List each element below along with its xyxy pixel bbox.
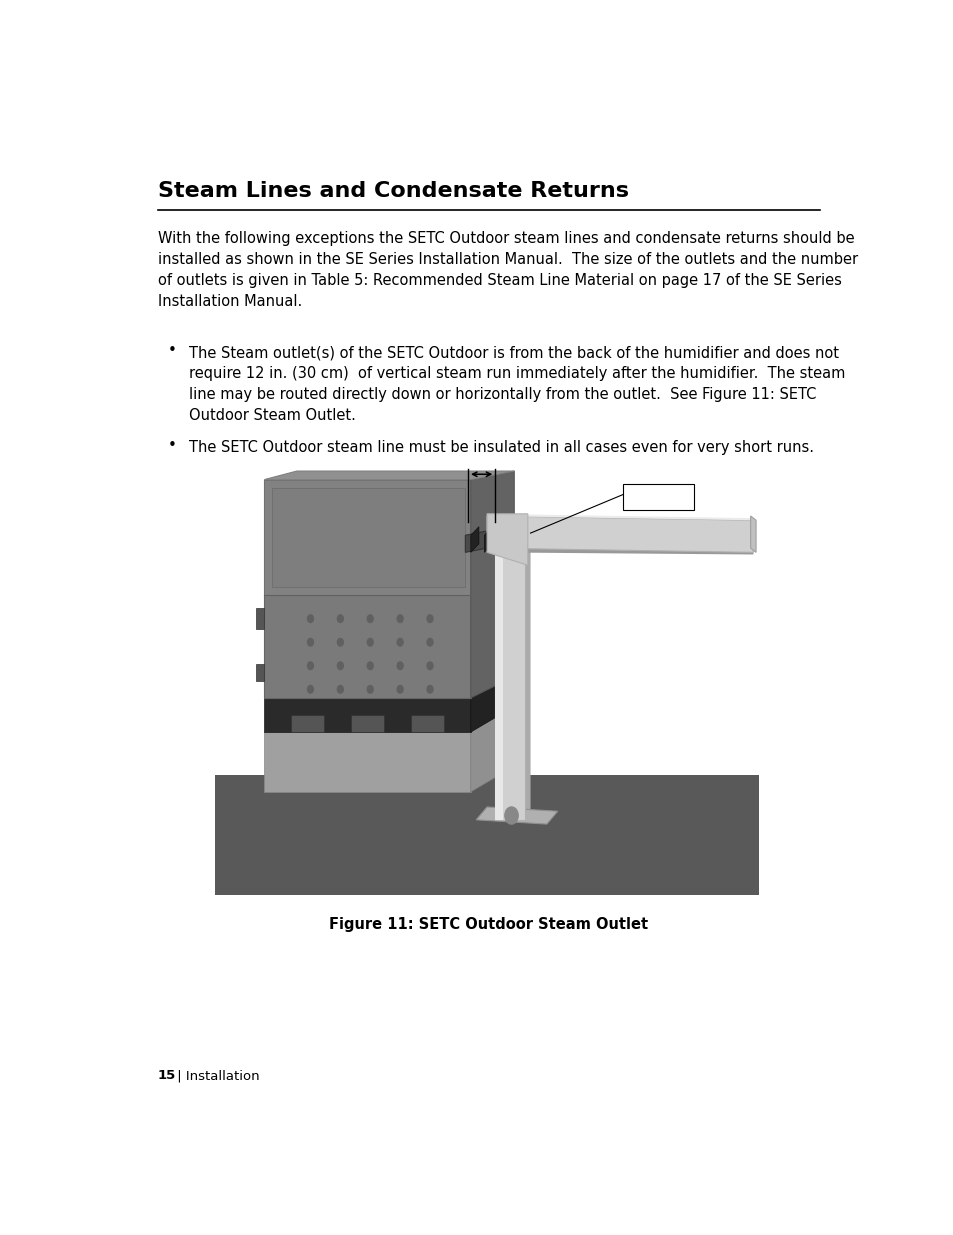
Text: The Steam outlet(s) of the SETC Outdoor is from the back of the humidifier and d: The Steam outlet(s) of the SETC Outdoor … xyxy=(190,345,845,424)
Polygon shape xyxy=(470,471,514,698)
Circle shape xyxy=(427,615,433,622)
Text: 15: 15 xyxy=(157,1070,175,1082)
Polygon shape xyxy=(470,677,514,732)
Circle shape xyxy=(367,662,373,669)
Polygon shape xyxy=(470,698,514,792)
Text: With the following exceptions the SETC Outdoor steam lines and condensate return: With the following exceptions the SETC O… xyxy=(157,231,857,309)
Circle shape xyxy=(427,638,433,646)
Polygon shape xyxy=(411,715,443,732)
Polygon shape xyxy=(291,715,324,732)
Circle shape xyxy=(367,638,373,646)
Polygon shape xyxy=(264,732,470,792)
Polygon shape xyxy=(264,698,514,732)
Polygon shape xyxy=(495,542,524,820)
Polygon shape xyxy=(487,546,753,555)
Polygon shape xyxy=(470,526,478,552)
Text: Figure 11: SETC Outdoor Steam Outlet: Figure 11: SETC Outdoor Steam Outlet xyxy=(329,916,648,931)
Circle shape xyxy=(396,662,403,669)
Circle shape xyxy=(337,662,343,669)
Polygon shape xyxy=(487,516,753,552)
Circle shape xyxy=(307,615,314,622)
Polygon shape xyxy=(487,514,527,566)
Polygon shape xyxy=(255,663,264,680)
Polygon shape xyxy=(484,526,492,552)
Polygon shape xyxy=(264,479,470,595)
Circle shape xyxy=(427,685,433,693)
Polygon shape xyxy=(255,608,264,630)
Text: Steam Lines and Condensate Returns: Steam Lines and Condensate Returns xyxy=(157,182,628,201)
Circle shape xyxy=(396,615,403,622)
Text: •: • xyxy=(167,438,176,453)
Circle shape xyxy=(427,662,433,669)
Polygon shape xyxy=(476,806,558,824)
Circle shape xyxy=(337,685,343,693)
Polygon shape xyxy=(273,488,465,587)
Circle shape xyxy=(504,806,517,824)
Polygon shape xyxy=(215,774,758,894)
Circle shape xyxy=(307,662,314,669)
Circle shape xyxy=(396,638,403,646)
Circle shape xyxy=(367,615,373,622)
Polygon shape xyxy=(264,471,514,479)
Polygon shape xyxy=(487,514,753,520)
Text: •: • xyxy=(167,343,176,358)
Polygon shape xyxy=(524,542,530,820)
Circle shape xyxy=(307,638,314,646)
Polygon shape xyxy=(215,467,758,894)
Polygon shape xyxy=(497,526,505,552)
Circle shape xyxy=(337,615,343,622)
Text: The SETC Outdoor steam line must be insulated in all cases even for very short r: The SETC Outdoor steam line must be insu… xyxy=(190,440,814,456)
Polygon shape xyxy=(264,698,470,732)
Circle shape xyxy=(337,638,343,646)
Polygon shape xyxy=(465,526,508,552)
Polygon shape xyxy=(750,516,756,552)
Text: | Installation: | Installation xyxy=(173,1070,259,1082)
Polygon shape xyxy=(264,479,470,698)
Bar xyxy=(622,484,693,510)
Circle shape xyxy=(367,685,373,693)
Circle shape xyxy=(396,685,403,693)
Polygon shape xyxy=(495,542,503,820)
Polygon shape xyxy=(351,715,383,732)
Circle shape xyxy=(307,685,314,693)
